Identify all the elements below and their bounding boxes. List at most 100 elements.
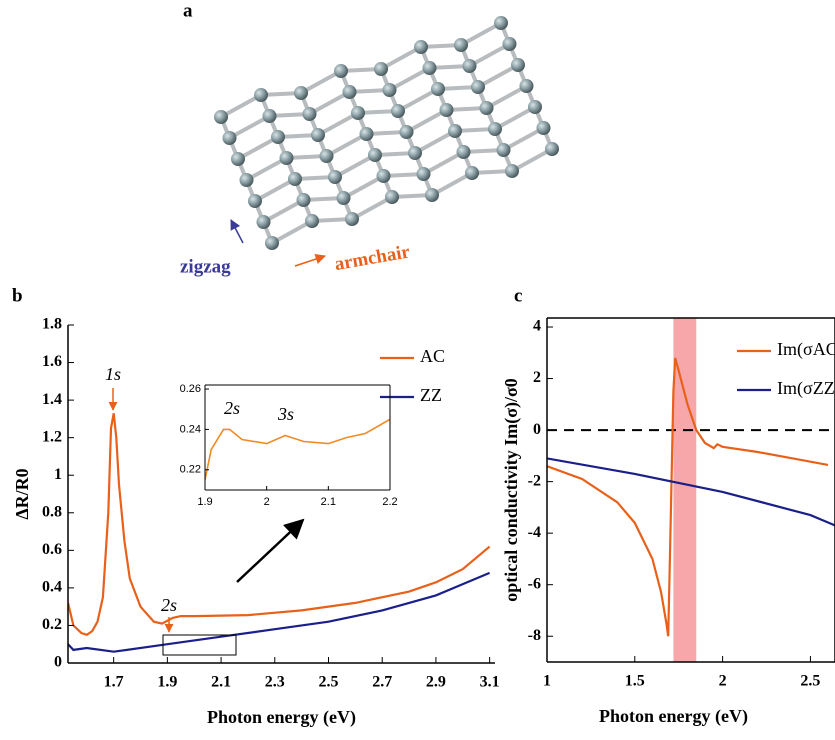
legend-label: Im(σZZ) (777, 378, 835, 399)
bond (397, 87, 439, 113)
y-tick-label: 1.2 (42, 428, 62, 445)
atom (342, 85, 357, 99)
x-tick-label: 1 (543, 673, 551, 690)
series-line (547, 457, 835, 527)
x-axis-label: Photon energy (eV) (599, 706, 748, 727)
y-tick-label: 0 (54, 654, 62, 671)
atom (305, 214, 319, 228)
atom (279, 151, 294, 165)
y-tick-label: -6 (528, 575, 541, 592)
annotation: 2s (224, 398, 240, 418)
bond (494, 105, 536, 131)
panel-label: c (514, 285, 522, 306)
bond (334, 153, 376, 179)
atom (256, 215, 271, 229)
annotation: 1s (105, 364, 121, 384)
legend-label: AC (420, 346, 445, 366)
bond (262, 198, 305, 224)
atom (214, 110, 228, 124)
atom (254, 88, 268, 102)
bond (254, 177, 296, 203)
x-axis-label: Photon energy (eV) (207, 707, 356, 728)
bond (468, 42, 511, 68)
atom (431, 82, 445, 96)
series-line (68, 413, 491, 637)
atom (265, 236, 279, 250)
atom (302, 107, 317, 121)
y-tick-label: 1 (54, 466, 62, 483)
bond (460, 21, 502, 47)
atom (488, 122, 502, 136)
atom (502, 37, 517, 51)
atom (496, 143, 511, 157)
annotation: 2s (161, 595, 177, 615)
atom (376, 169, 391, 183)
y-tick-label: 0.22 (180, 464, 201, 476)
bond (325, 132, 368, 158)
atom (439, 103, 454, 117)
x-tick-label: 1.9 (197, 496, 212, 508)
y-tick-label: 1.6 (42, 353, 62, 370)
y-tick-label: -8 (528, 627, 541, 644)
bond (414, 129, 456, 155)
y-tick-label: -2 (528, 472, 541, 489)
y-tick-label: 2 (533, 369, 541, 386)
x-tick-label: 2 (264, 496, 270, 508)
x-tick-label: 2.3 (265, 674, 285, 691)
atom (528, 100, 542, 114)
atom (391, 104, 405, 118)
bond (245, 156, 288, 182)
atom (334, 64, 348, 78)
y-axis-label: optical conductivity Im(σ)/σ0 (501, 378, 522, 602)
x-tick-label: 1.5 (625, 673, 645, 690)
annotation: 3s (277, 404, 294, 424)
zoom-arrow (236, 518, 305, 583)
bond (237, 135, 279, 161)
lattice (214, 16, 559, 250)
legend-label: Im(σAC) (777, 339, 835, 360)
y-axis-label: ΔR/R0 (12, 468, 32, 519)
atom (545, 142, 559, 156)
x-tick-label: 1.9 (157, 674, 177, 691)
bond (502, 126, 545, 152)
y-tick-label: 1.8 (42, 316, 62, 333)
bond (388, 66, 431, 92)
bond (342, 174, 385, 200)
y-tick-label: 0.4 (42, 579, 62, 596)
x-tick-label: 2.1 (321, 496, 336, 508)
x-tick-label: 2.1 (211, 674, 231, 691)
zigzag-arrow (230, 219, 244, 244)
bond (477, 63, 519, 89)
panel-label: a (183, 0, 193, 21)
atom (399, 125, 414, 139)
x-tick-label: 2.2 (382, 496, 397, 508)
y-tick-label: 1.4 (42, 391, 62, 408)
series-line (68, 571, 491, 653)
atom (462, 59, 477, 73)
atom (319, 149, 334, 163)
bond (511, 147, 553, 173)
atom (422, 61, 437, 75)
atom (336, 191, 351, 205)
atom (222, 131, 237, 145)
y-tick-label: 0.6 (42, 541, 62, 558)
atom (536, 121, 551, 135)
y-tick-label: 4 (533, 318, 541, 335)
atom (374, 62, 388, 76)
zigzag-label: zigzag (180, 256, 231, 277)
atom (519, 79, 534, 93)
plot: 1 1.5 2 2.5 -8 -6 -4 -2 0 2 4 Photon energy (eV) opt… (501, 317, 835, 727)
atom (505, 164, 519, 178)
bond (405, 108, 448, 134)
panel-label: b (12, 285, 23, 306)
bond (380, 45, 422, 71)
atom (311, 128, 325, 142)
series-line (205, 418, 390, 481)
atom (296, 193, 311, 207)
x-tick-label: 2 (719, 673, 727, 690)
y-tick-label: 0.26 (180, 383, 201, 395)
x-tick-label: 2.5 (800, 673, 820, 690)
atom (239, 173, 254, 187)
x-tick-label: 2.7 (372, 674, 392, 691)
